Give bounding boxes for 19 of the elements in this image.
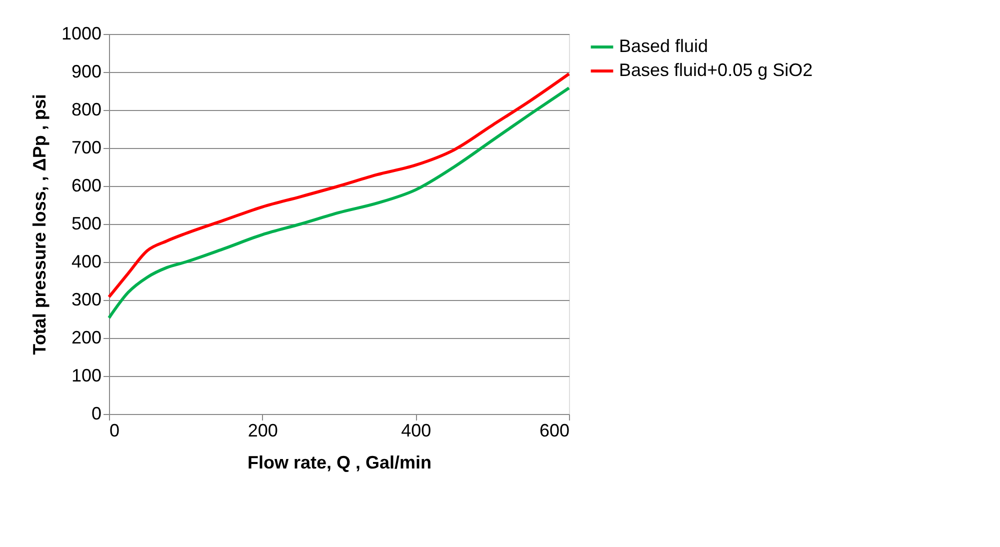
y-tick-label: 600: [71, 176, 102, 196]
y-tick-label: 300: [71, 290, 102, 310]
y-tick-label: 400: [71, 252, 102, 272]
y-tick-label: 1000: [61, 24, 102, 44]
y-axis-title: Total pressure loss, , ΔPp , psi: [29, 94, 50, 355]
x-tick-label: 400: [401, 420, 432, 440]
x-axis-title: Flow rate, Q , Gal/min: [247, 452, 432, 472]
y-tick-label: 900: [71, 62, 102, 82]
y-tick-label: 0: [91, 404, 102, 424]
y-tick-label: 700: [71, 138, 102, 158]
x-tick-label: 0: [110, 420, 120, 440]
y-tick-label: 500: [71, 214, 102, 234]
y-tick-label: 800: [71, 100, 102, 120]
legend-label: Based fluid: [619, 36, 708, 56]
x-tick-label: 600: [539, 420, 570, 440]
x-tick-label: 200: [248, 420, 278, 440]
legend-label: Bases fluid+0.05 g SiO2: [619, 60, 813, 80]
y-tick-label: 100: [71, 366, 102, 386]
y-tick-label: 200: [71, 328, 102, 348]
